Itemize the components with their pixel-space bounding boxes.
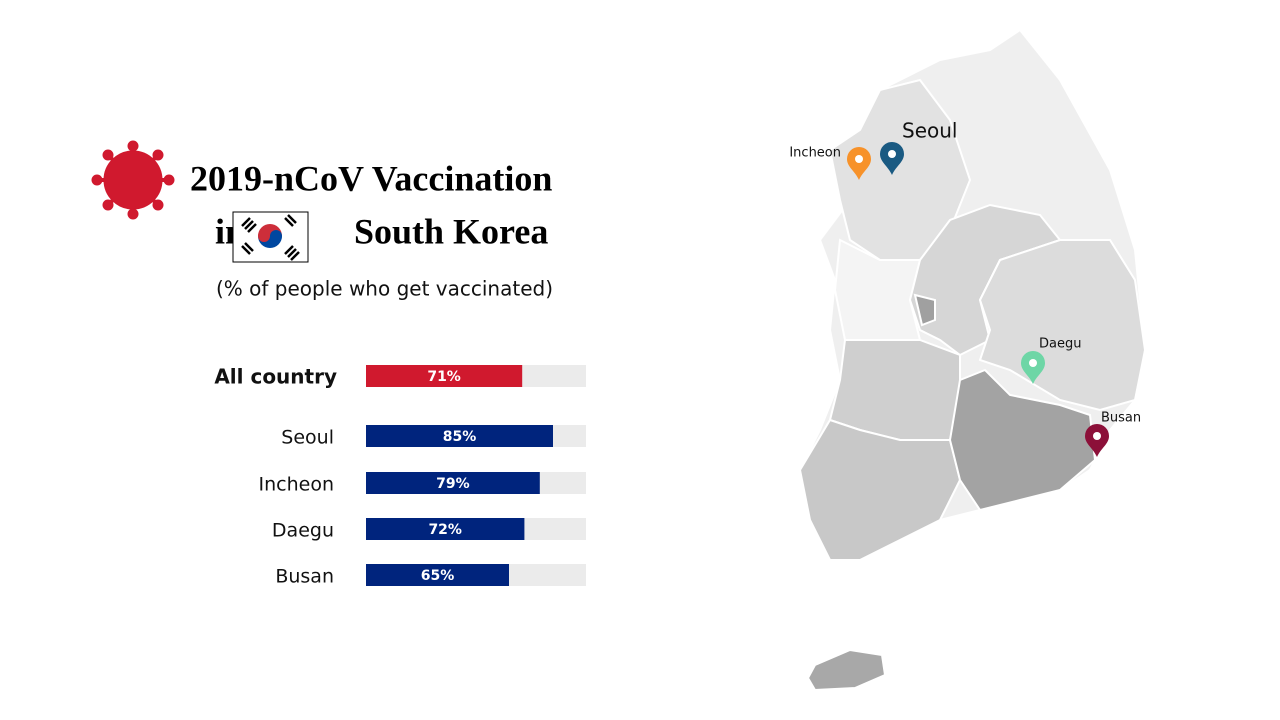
subtitle: (% of people who get vaccinated) — [216, 277, 553, 301]
category-label: Busan — [275, 566, 334, 588]
korea-map — [798, 28, 1147, 692]
bar — [366, 518, 525, 540]
value-label: 79% — [436, 476, 470, 492]
map-pin-dot — [1093, 432, 1101, 440]
category-label: Daegu — [272, 520, 334, 542]
category-label: Seoul — [281, 427, 334, 449]
value-label: 85% — [443, 429, 477, 445]
korea-flag — [232, 211, 309, 263]
title-country: South Korea — [354, 211, 548, 251]
value-label: 72% — [428, 522, 462, 538]
category-label: All country — [214, 365, 337, 389]
bar — [366, 564, 509, 586]
map-pin — [847, 147, 871, 180]
map-pin-dot — [855, 155, 863, 163]
map-pin — [1021, 351, 1045, 384]
city-label: Seoul — [902, 119, 957, 143]
city-label: Daegu — [1039, 337, 1081, 352]
bar — [366, 472, 540, 494]
map-pin — [880, 142, 904, 175]
value-label: 65% — [421, 568, 455, 584]
virus-icon — [91, 140, 175, 220]
map-pin-dot — [888, 150, 896, 158]
bar — [366, 425, 553, 447]
value-label: 71% — [427, 369, 461, 385]
city-label: Busan — [1101, 411, 1141, 426]
category-label: Incheon — [259, 474, 335, 496]
map-pin — [1085, 424, 1109, 457]
bar — [366, 365, 523, 387]
city-label: Incheon — [789, 146, 841, 161]
map-pin-dot — [1029, 359, 1037, 367]
title: 2019-nCoV Vaccination — [190, 158, 552, 198]
